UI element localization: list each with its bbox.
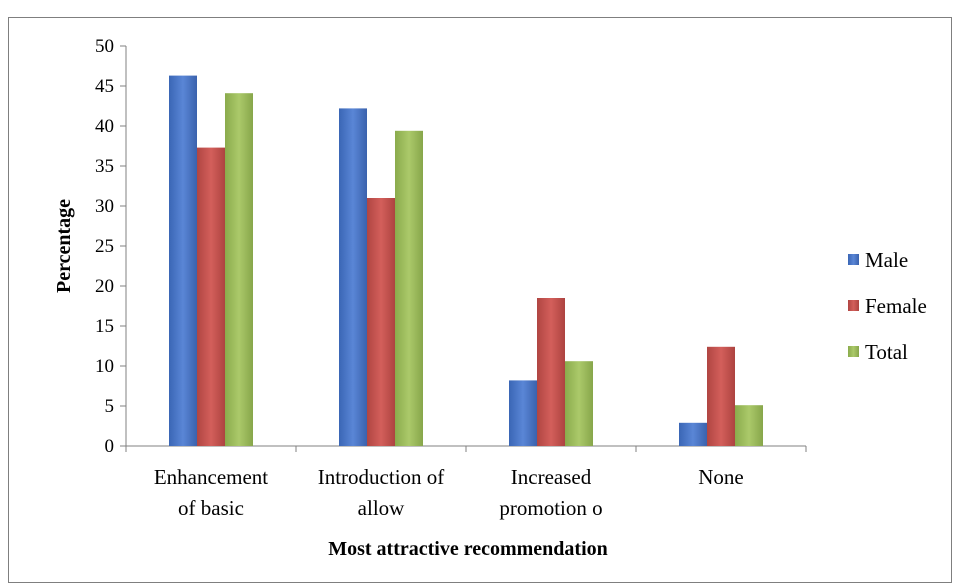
legend-swatch-total <box>848 346 859 357</box>
legend-label-total: Total <box>865 340 908 364</box>
bar-total <box>225 93 253 446</box>
legend-swatch-male <box>848 254 859 265</box>
x-tick-label: allow <box>358 496 405 520</box>
y-tick-label: 45 <box>95 76 114 97</box>
x-tick-label: None <box>698 465 744 489</box>
y-tick-label: 35 <box>95 156 114 177</box>
bar-male <box>679 422 707 446</box>
x-tick-label: promotion o <box>499 496 602 520</box>
y-tick-label: 50 <box>95 36 114 57</box>
legend: Male Female Total <box>848 248 927 364</box>
x-tick-label: Introduction of <box>318 465 445 489</box>
chart-frame <box>8 17 952 583</box>
bar-male <box>169 75 197 446</box>
y-axis-title: Percentage <box>53 199 75 293</box>
bar-female <box>197 147 225 446</box>
y-tick-label: 0 <box>105 436 115 457</box>
y-tick-label: 20 <box>95 276 114 297</box>
y-tick-label: 5 <box>105 396 115 417</box>
legend-label-female: Female <box>865 294 927 318</box>
plot-area: 0 5 10 15 20 25 30 35 40 45 50 Enhancement of basic I… <box>95 36 807 520</box>
legend-swatch-female <box>848 300 859 311</box>
bar-female <box>367 198 395 446</box>
bar-female <box>707 346 735 446</box>
bar-male <box>509 380 537 446</box>
bar-total <box>395 130 423 447</box>
bar-male <box>339 108 367 447</box>
bar-total <box>735 405 763 446</box>
legend-label-male: Male <box>865 248 908 272</box>
x-tick-label: Increased <box>511 465 592 489</box>
y-tick-label: 40 <box>95 116 114 137</box>
x-axis-title: Most attractive recommendation <box>328 538 608 560</box>
x-tick-label: of basic <box>178 496 244 520</box>
y-tick-label: 10 <box>95 356 114 377</box>
x-tick-label: Enhancement <box>154 465 268 489</box>
bar-female <box>537 298 565 446</box>
y-tick-label: 30 <box>95 196 114 217</box>
bar-total <box>565 361 593 446</box>
y-tick-label: 25 <box>95 236 114 257</box>
y-tick-label: 15 <box>95 316 114 337</box>
